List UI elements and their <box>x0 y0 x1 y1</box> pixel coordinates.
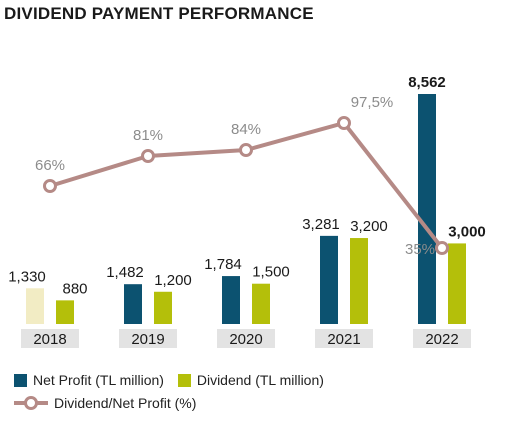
legend-item-dividend: Dividend (TL million) <box>177 372 324 388</box>
bar-dividend-2021 <box>350 238 368 324</box>
x-axis-box-2019 <box>119 329 177 348</box>
legend-label-ratio: Dividend/Net Profit (%) <box>54 395 197 411</box>
ratio-label-2019: 81% <box>133 127 163 144</box>
bar-net-profit-2021 <box>320 235 338 324</box>
bar-dividend-2020 <box>252 283 270 324</box>
bar-net-profit-2020 <box>222 276 240 324</box>
legend-swatch-net-profit <box>14 373 27 387</box>
data-label-dividend-2019: 1,200 <box>154 272 192 289</box>
data-label-net-profit-2020: 1,784 <box>204 256 242 273</box>
legend-label-dividend: Dividend (TL million) <box>196 372 324 388</box>
x-axis-box-2020 <box>217 329 275 348</box>
bar-net-profit-2018 <box>26 288 44 324</box>
data-label-dividend-2020: 1,500 <box>252 264 290 281</box>
legend-line-marker-icon <box>14 396 48 410</box>
ratio-point-2022 <box>435 241 449 255</box>
legend-row-1: Net Profit (TL million) Dividend (TL mil… <box>14 372 334 390</box>
x-axis-box-2018 <box>21 329 79 348</box>
data-label-net-profit-2018: 1,330 <box>8 268 46 285</box>
data-label-dividend-2018: 880 <box>62 280 87 297</box>
x-axis-box-2022 <box>413 329 471 348</box>
x-tick-label-2020: 2020 <box>229 331 262 348</box>
bar-dividend-2019 <box>154 291 172 324</box>
ratio-point-2020 <box>239 143 253 157</box>
x-tick-label-2022: 2022 <box>425 331 458 348</box>
legend-item-ratio: Dividend/Net Profit (%) <box>14 395 196 411</box>
bar-net-profit-2022 <box>418 94 436 324</box>
x-tick-label-2019: 2019 <box>131 331 164 348</box>
chart-title: DIVIDEND PAYMENT PERFORMANCE <box>4 4 314 23</box>
x-tick-label-2018: 2018 <box>33 331 66 348</box>
data-label-dividend-2022: 3,000 <box>448 223 486 240</box>
legend-swatch-dividend <box>177 373 191 387</box>
data-label-net-profit-2021: 3,281 <box>302 216 340 233</box>
legend-row-2: Dividend/Net Profit (%) <box>14 395 206 414</box>
ratio-label-2020: 84% <box>231 121 261 138</box>
ratio-label-2022: 35% <box>405 241 435 258</box>
ratio-point-2018 <box>43 179 57 193</box>
ratio-point-2019 <box>141 149 155 163</box>
data-label-dividend-2021: 3,200 <box>350 218 388 235</box>
x-tick-label-2021: 2021 <box>327 331 360 348</box>
legend-item-net-profit: Net Profit (TL million) <box>14 372 164 388</box>
legend-label-net-profit: Net Profit (TL million) <box>33 372 164 388</box>
bar-net-profit-2019 <box>124 284 142 324</box>
ratio-label-2021: 97,5% <box>351 94 394 111</box>
bar-dividend-2018 <box>56 300 74 324</box>
data-label-net-profit-2019: 1,482 <box>106 264 144 281</box>
data-label-net-profit-2022: 8,562 <box>408 74 446 91</box>
ratio-point-2021 <box>337 116 351 130</box>
x-axis-box-2021 <box>315 329 373 348</box>
ratio-label-2018: 66% <box>35 157 65 174</box>
bar-dividend-2022 <box>448 243 466 324</box>
